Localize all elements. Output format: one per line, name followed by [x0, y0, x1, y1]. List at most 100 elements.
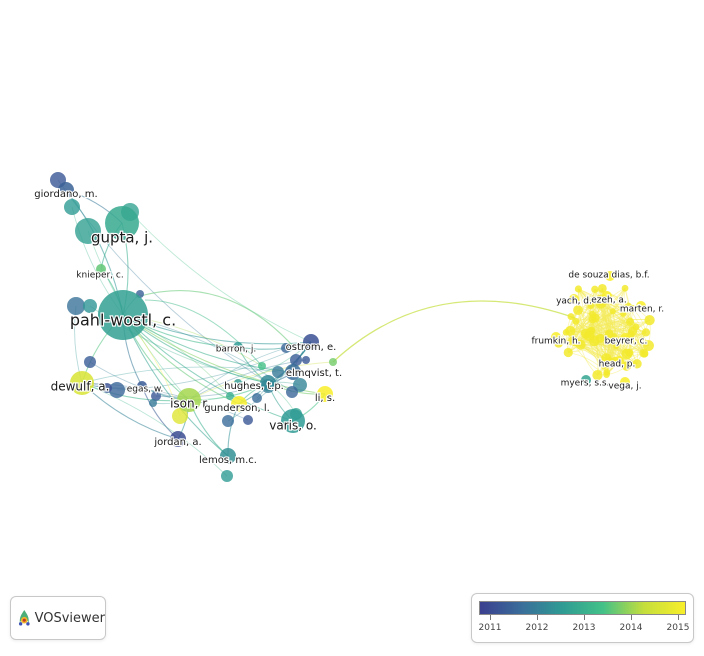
cluster-node: [641, 328, 651, 337]
cluster-link: [578, 288, 633, 332]
node-label-egas: egas, w.: [127, 385, 164, 395]
node-label-dewulf: dewulf, a.: [51, 380, 110, 394]
node: [329, 358, 337, 366]
cluster-node: [588, 315, 597, 324]
node: [84, 356, 96, 368]
node: [281, 343, 291, 353]
node-layer: [58, 182, 646, 464]
node-label-lemos: lemos, m.c.: [199, 455, 257, 466]
node-dewulf: [70, 371, 94, 395]
node: [234, 379, 242, 387]
cluster-link: [578, 288, 649, 346]
node-label-head: head, p.: [599, 360, 636, 370]
node-pahlwostl: [98, 290, 148, 340]
cluster-link: [600, 302, 646, 355]
link: [129, 211, 312, 343]
node-egas: [137, 381, 147, 391]
legend-tick: [490, 615, 491, 620]
node-label-myers: myers, s.s.: [561, 379, 610, 389]
node: [151, 391, 161, 401]
legend-tick-label: 2012: [525, 623, 549, 633]
cluster-link: [606, 311, 616, 373]
cluster-link: [580, 332, 647, 346]
cluster-link: [578, 288, 630, 354]
legend-tick: [631, 615, 632, 620]
cluster-node: [587, 302, 595, 310]
node-label-barron: barron, j.: [216, 345, 257, 355]
node-marten: [636, 301, 646, 311]
legend-tick: [584, 615, 585, 620]
cluster-node: [603, 371, 610, 378]
node: [64, 199, 80, 215]
node: [226, 392, 234, 400]
node-label-beyrer: beyrer, c.: [605, 337, 648, 347]
node-label-yach: yach, d.: [556, 297, 592, 307]
cluster-node: [563, 347, 573, 358]
cluster-node: [628, 304, 637, 314]
legend-gradient-bar: [479, 601, 686, 615]
cluster-link: [578, 288, 628, 354]
node-label-elmqvist: elmqvist, t.: [286, 368, 342, 379]
link: [237, 341, 312, 384]
legend-tick-label: 2014: [619, 623, 643, 633]
node-barron: [233, 342, 243, 352]
node-varis: [281, 409, 305, 433]
node: [222, 415, 234, 427]
node-label-frumkin: frumkin, h.: [531, 337, 580, 347]
cluster-node: [574, 285, 582, 293]
cluster-node: [601, 353, 612, 364]
cluster-link: [600, 303, 610, 375]
vosviewer-logo[interactable]: VOSviewer: [10, 596, 106, 640]
cluster-link: [568, 319, 650, 353]
cluster-link: [606, 308, 634, 375]
cluster-link: [594, 289, 617, 346]
node: [83, 299, 97, 313]
cluster-link: [574, 321, 631, 343]
cluster-link: [623, 288, 638, 364]
node-label-ezeh: ezeh, a.: [591, 296, 627, 306]
cluster-node: [621, 284, 629, 292]
cluster-link: [571, 339, 644, 354]
node: [149, 399, 157, 407]
cluster-node: [625, 348, 634, 357]
cluster-node: [643, 340, 654, 352]
node: [102, 383, 112, 393]
cluster-node: [613, 342, 620, 349]
label-layer: giordano, m. gupta, j. knieper, c. pahl-wos…: [33, 188, 665, 467]
cluster-link: [571, 288, 581, 341]
node: [109, 382, 125, 398]
cluster-link: [558, 332, 647, 346]
cluster-link: [590, 330, 647, 337]
link: [81, 382, 228, 477]
link: [122, 314, 294, 422]
vosviewer-logo-icon: [18, 609, 30, 626]
legend-tick: [537, 615, 538, 620]
cluster-node: [641, 350, 649, 358]
cluster-link: [571, 289, 596, 341]
node-label-hughes: hughes, t.p.: [224, 381, 284, 392]
cluster-node: [644, 314, 655, 326]
node: [290, 354, 302, 366]
node-ostrom: [303, 334, 319, 350]
node-label-varis: varis, o.: [269, 419, 317, 433]
node-yach: [569, 294, 579, 304]
cluster-node: [572, 317, 580, 325]
cluster-link: [578, 288, 646, 355]
cluster-node: [586, 327, 595, 335]
link: [81, 382, 179, 440]
link: [57, 179, 269, 384]
node: [75, 218, 101, 244]
cluster-link: [577, 309, 646, 355]
cluster-link: [615, 306, 629, 346]
legend-tick-label: 2013: [572, 623, 596, 633]
node-hughes: [260, 375, 276, 391]
cluster-node: [595, 333, 605, 343]
node-ezeh: [602, 291, 612, 301]
link: [139, 290, 293, 346]
legend-tick-label: 2015: [666, 623, 690, 633]
cluster-node: [610, 333, 618, 341]
cluster-node: [573, 305, 583, 316]
node-label-giordano: giordano, m.: [34, 189, 97, 200]
cluster-link: [597, 311, 614, 376]
